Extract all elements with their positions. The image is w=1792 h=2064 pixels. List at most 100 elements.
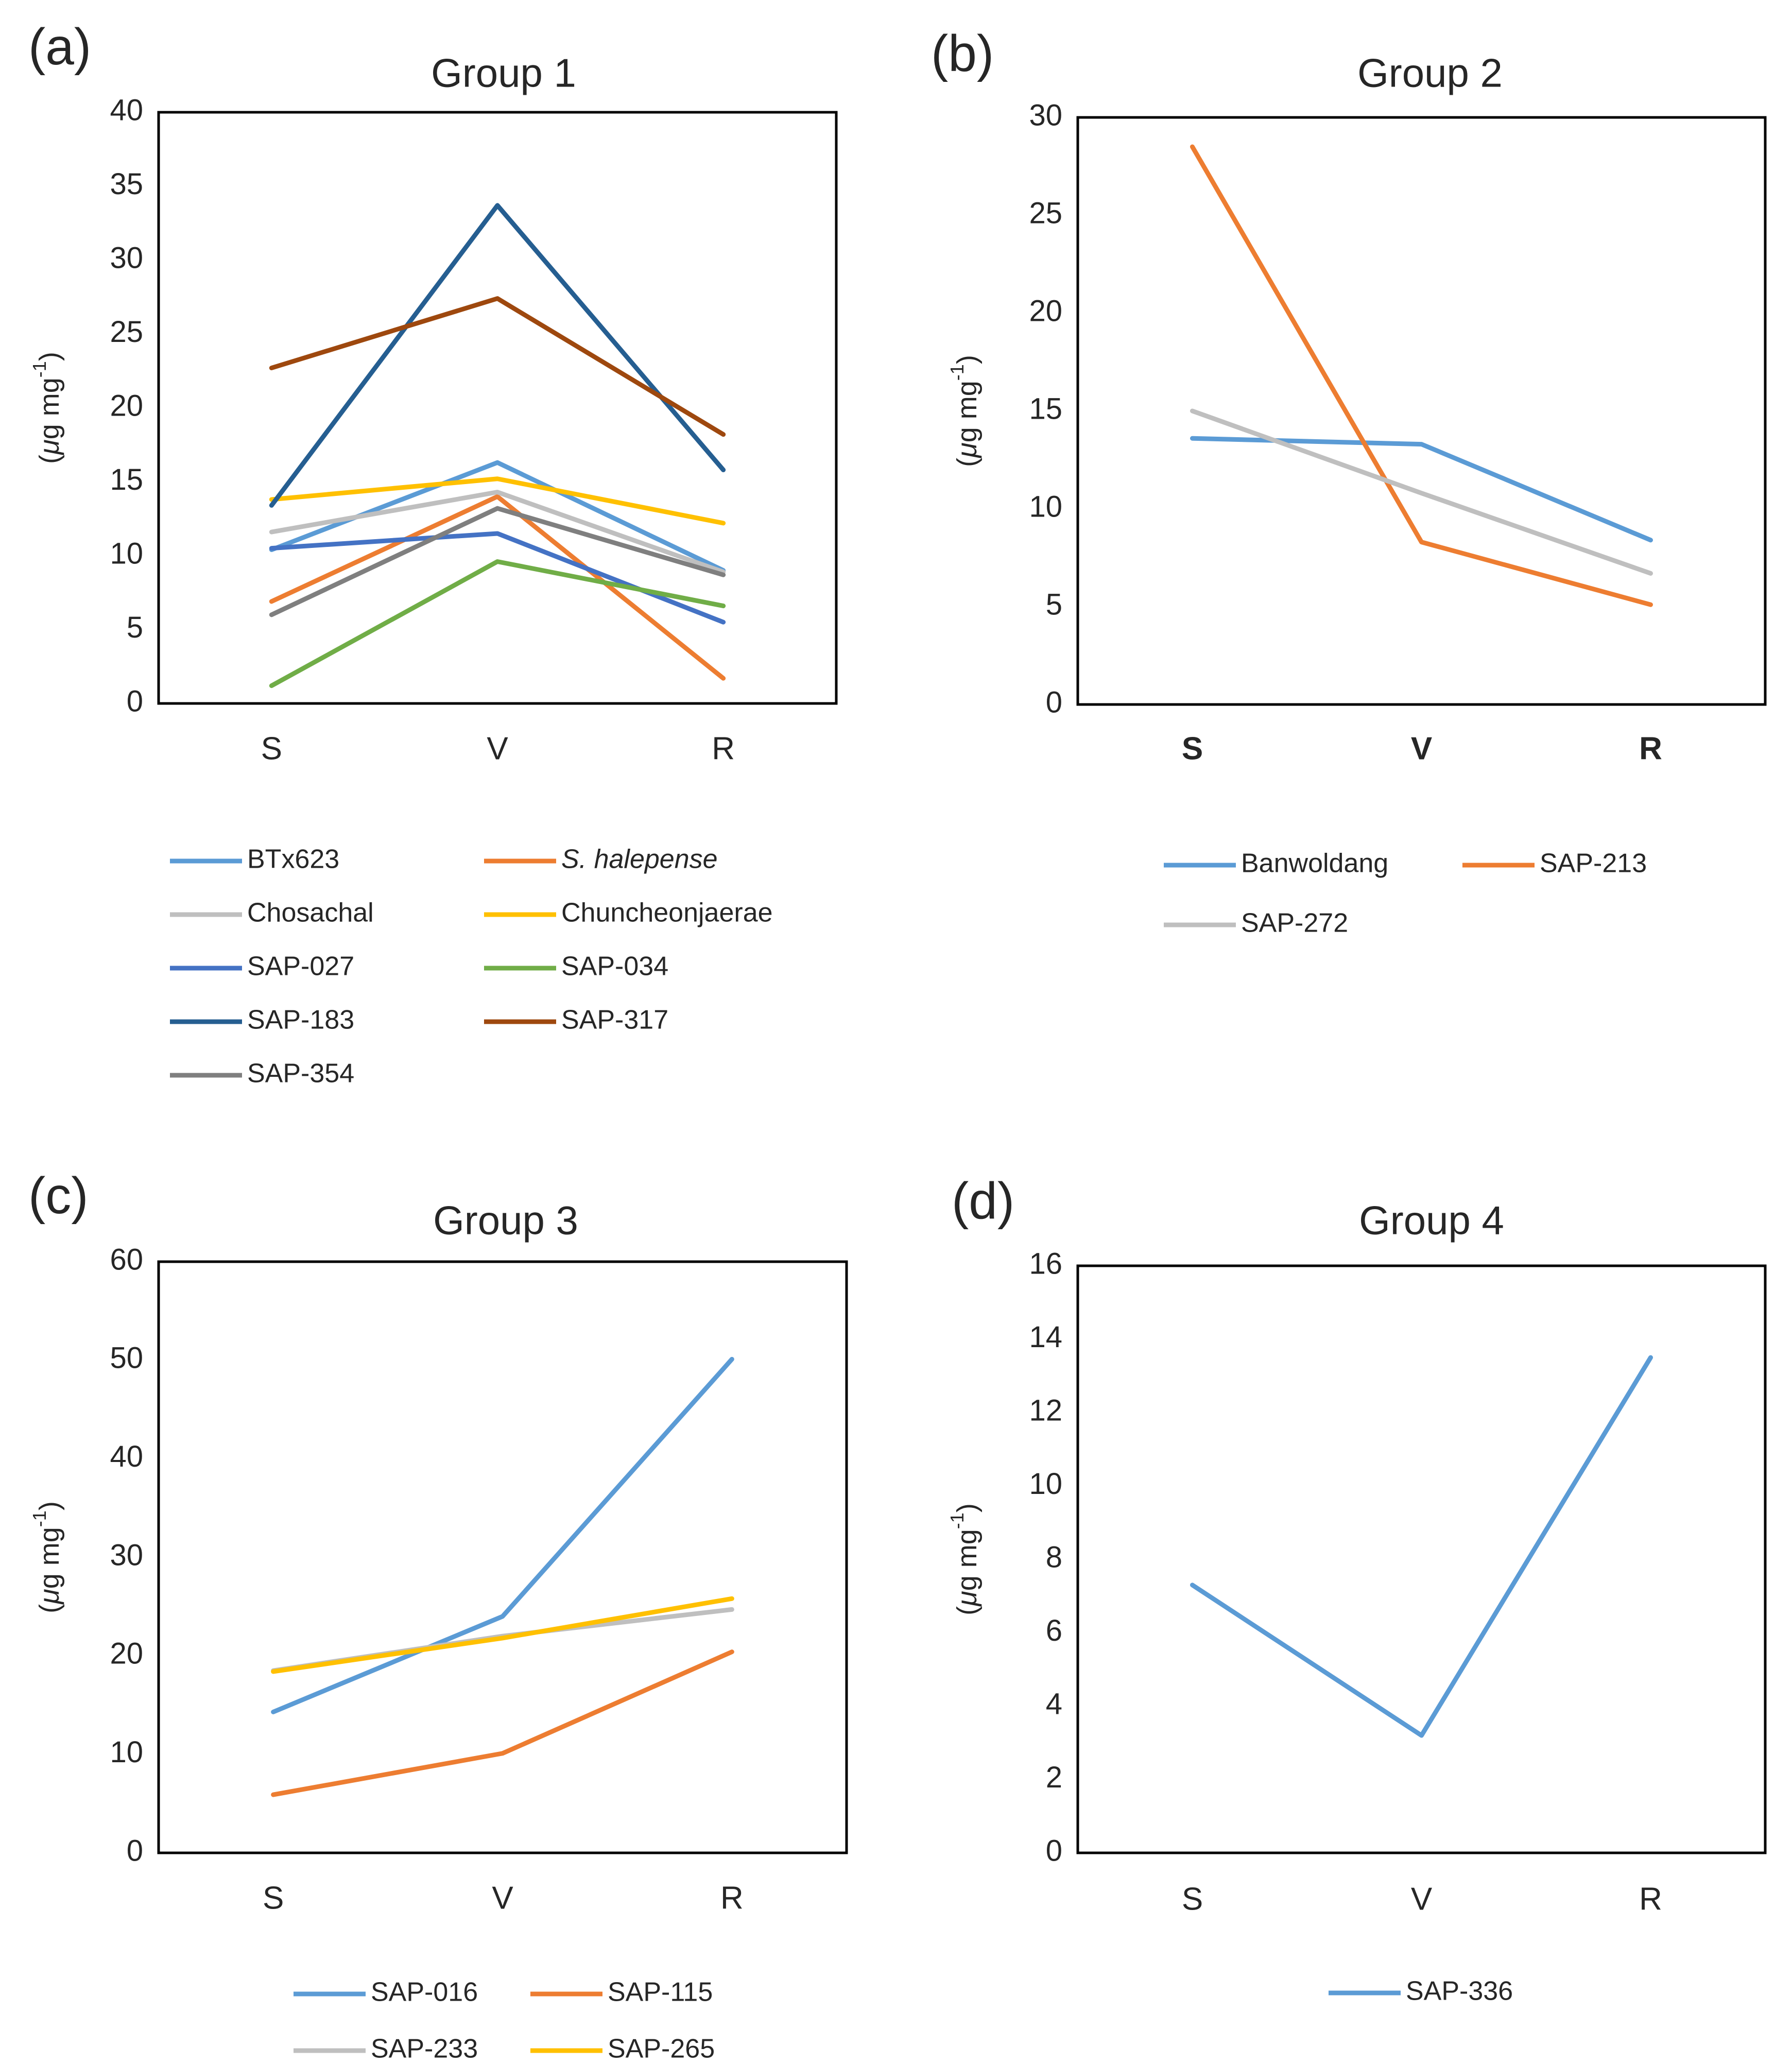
x-tick-label: S — [261, 731, 282, 766]
chart-panel-1: (b) Group 2 0 5 10 15 20 25 30 S V R (μg mg-1) Banwol… — [931, 25, 1767, 938]
x-tick-label: R — [720, 1880, 744, 1916]
legend-label: SAP-213 — [1540, 849, 1647, 879]
x-tick-label: R — [1639, 1881, 1662, 1917]
y-tick-label: 20 — [1029, 294, 1062, 328]
legend-label: SAP-336 — [1406, 1976, 1513, 2006]
series-line-sap-213 — [1190, 144, 1653, 607]
y-tick-label: 25 — [1029, 196, 1062, 230]
y-tick-label: 0 — [1046, 685, 1062, 719]
y-axis-label-part: ) — [34, 1501, 65, 1510]
series-line-chuncheonjaerae — [269, 476, 726, 526]
chart-panel-2: (c) Group 3 0 10 20 30 40 50 60 S V R (μg mg-1) SAP-0… — [28, 1167, 848, 2064]
y-axis-label-part: μ — [952, 442, 983, 459]
plot-area-frame — [1076, 116, 1767, 706]
legend-label: SAP-115 — [608, 1977, 713, 2007]
y-axis-label-part: ( — [34, 455, 65, 464]
y-tick-label: 5 — [1046, 588, 1062, 621]
y-axis-label-part: g mg — [952, 381, 983, 442]
x-tick-label: V — [487, 731, 508, 766]
panel-label: (d) — [952, 1172, 1014, 1230]
chart-panel-3: (d) Group 4 0 2 4 6 8 10 12 14 16 S V R (μg mg-1) SAP-3… — [946, 1172, 1767, 2006]
y-tick-label: 10 — [110, 1735, 143, 1769]
y-tick-label: 12 — [1029, 1394, 1062, 1427]
y-tick-label: 15 — [1029, 392, 1062, 425]
legend-label: S. halepense — [561, 845, 718, 874]
legend-label: SAP-016 — [371, 1977, 478, 2007]
x-tick-label: V — [1411, 731, 1432, 766]
y-axis-label: (μg mg-1) — [29, 1501, 65, 1613]
y-axis-label-part: ) — [34, 352, 65, 361]
y-tick-label: 0 — [1046, 1834, 1062, 1867]
legend-label: SAP-034 — [561, 952, 668, 982]
y-axis-label-part: ) — [952, 355, 983, 364]
y-axis-label-part: -1 — [29, 361, 50, 377]
chart-title: Group 4 — [1359, 1198, 1504, 1243]
y-axis-label-part: -1 — [946, 1512, 968, 1529]
x-tick-label: S — [263, 1880, 284, 1916]
series-line-sap-265 — [271, 1596, 734, 1674]
plot-area-frame — [157, 111, 838, 705]
panel-label: (c) — [28, 1167, 89, 1225]
y-tick-label: 60 — [110, 1243, 143, 1276]
legend-label: SAP-317 — [561, 1005, 668, 1035]
y-axis-label-part: -1 — [946, 364, 968, 381]
legend-label: SAP-183 — [247, 1005, 354, 1035]
y-tick-label: 30 — [1029, 98, 1062, 132]
chart-title: Group 3 — [433, 1198, 578, 1243]
y-tick-label: 10 — [110, 537, 143, 570]
y-axis-label-part: ( — [952, 458, 983, 467]
x-tick-label: V — [492, 1880, 513, 1916]
x-tick-label: S — [1182, 731, 1203, 766]
y-tick-label: 14 — [1029, 1320, 1062, 1354]
x-tick-label: V — [1411, 1881, 1433, 1917]
x-tick-label: R — [1639, 731, 1662, 766]
y-tick-label: 30 — [110, 241, 143, 274]
plot-area-frame — [1076, 1264, 1767, 1854]
y-tick-label: 15 — [110, 463, 143, 496]
y-tick-label: 2 — [1046, 1761, 1062, 1794]
y-axis-label: (μg mg-1) — [29, 352, 65, 464]
chart-panel-0: (a) Group 1 0 5 10 15 20 25 30 35 40 S V R (μg mg-1) BT… — [28, 18, 838, 1089]
y-tick-label: 8 — [1046, 1540, 1062, 1574]
y-tick-label: 10 — [1029, 1467, 1062, 1501]
series-line-sap-183 — [269, 203, 726, 508]
y-tick-label: 25 — [110, 315, 143, 349]
legend-label: Banwoldang — [1241, 849, 1388, 879]
y-tick-label: 40 — [110, 1440, 143, 1473]
y-axis-label-part: μ — [34, 439, 65, 456]
legend-label: SAP-233 — [371, 2034, 478, 2064]
y-axis-label-part: ) — [952, 1503, 983, 1512]
y-axis-label-part: ( — [34, 1604, 65, 1613]
y-axis-label-part: μ — [34, 1589, 65, 1605]
legend-label: SAP-354 — [247, 1059, 354, 1089]
y-axis-label: (μg mg-1) — [946, 355, 983, 467]
series-line-sap-016 — [271, 1356, 734, 1714]
y-axis-label: (μg mg-1) — [946, 1503, 983, 1615]
y-tick-label: 30 — [110, 1538, 143, 1572]
y-tick-label: 4 — [1046, 1687, 1062, 1721]
y-axis-label-part: μ — [952, 1591, 983, 1607]
series-line-s-halepense — [269, 494, 726, 681]
legend-label: Chosachal — [247, 898, 374, 928]
chart-title: Group 1 — [431, 50, 576, 96]
y-axis-label-part: g mg — [34, 377, 65, 439]
series-line-sap-034 — [269, 559, 726, 689]
y-axis-label-part: g mg — [34, 1527, 65, 1589]
legend-label: SAP-265 — [608, 2034, 715, 2064]
legend: SAP-016 SAP-115 SAP-233 SAP-265 — [294, 1977, 715, 2064]
y-axis-label-part: -1 — [29, 1510, 50, 1527]
y-axis-label-part: ( — [952, 1606, 983, 1615]
series-line-sap-272 — [1190, 408, 1653, 576]
chart-title: Group 2 — [1357, 50, 1503, 96]
y-axis-label-part: g mg — [952, 1529, 983, 1591]
panel-label: (a) — [28, 18, 91, 76]
y-tick-label: 0 — [127, 1834, 143, 1867]
series-line-sap-354 — [269, 506, 726, 617]
series-line-sap-317 — [269, 296, 726, 437]
y-tick-label: 16 — [1029, 1247, 1062, 1280]
series-line-sap-336 — [1190, 1355, 1653, 1738]
panel-label: (b) — [931, 25, 994, 82]
series-line-sap-115 — [271, 1649, 734, 1797]
